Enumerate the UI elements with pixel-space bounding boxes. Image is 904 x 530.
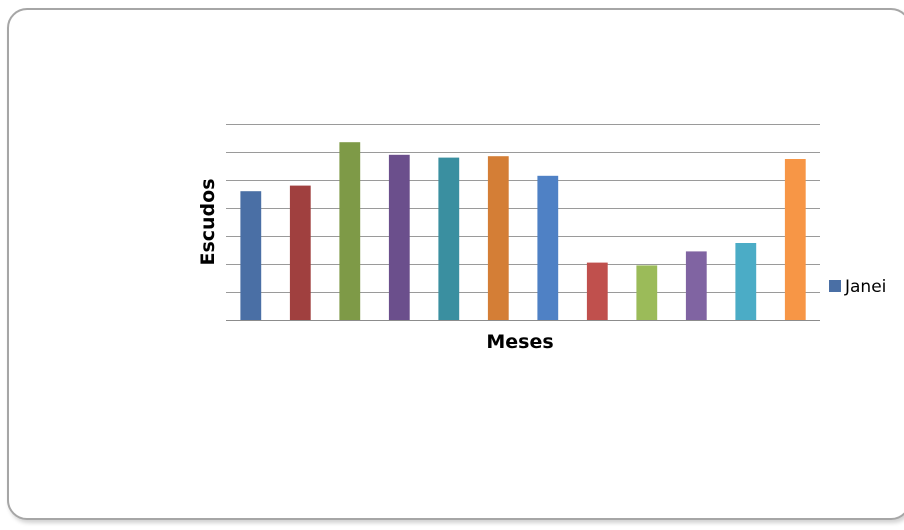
bar-2	[289, 185, 311, 320]
y-axis-title: Escudos	[197, 178, 219, 265]
bar-5	[438, 157, 460, 320]
bar-4	[388, 154, 410, 320]
bar-7	[537, 175, 559, 320]
legend-swatch	[829, 280, 841, 292]
legend: Janei	[829, 277, 886, 297]
bar-1	[240, 191, 262, 320]
bar-11	[735, 243, 757, 320]
legend-label: Janei	[844, 277, 886, 297]
x-axis-title: Meses	[486, 331, 553, 353]
bar-6	[487, 156, 509, 320]
gridlines	[226, 124, 820, 321]
bar-12	[784, 159, 806, 320]
bar-3	[339, 142, 361, 320]
bar-10	[685, 251, 707, 320]
bar-8	[586, 262, 608, 320]
bar-9	[636, 265, 658, 320]
bars	[240, 142, 806, 320]
